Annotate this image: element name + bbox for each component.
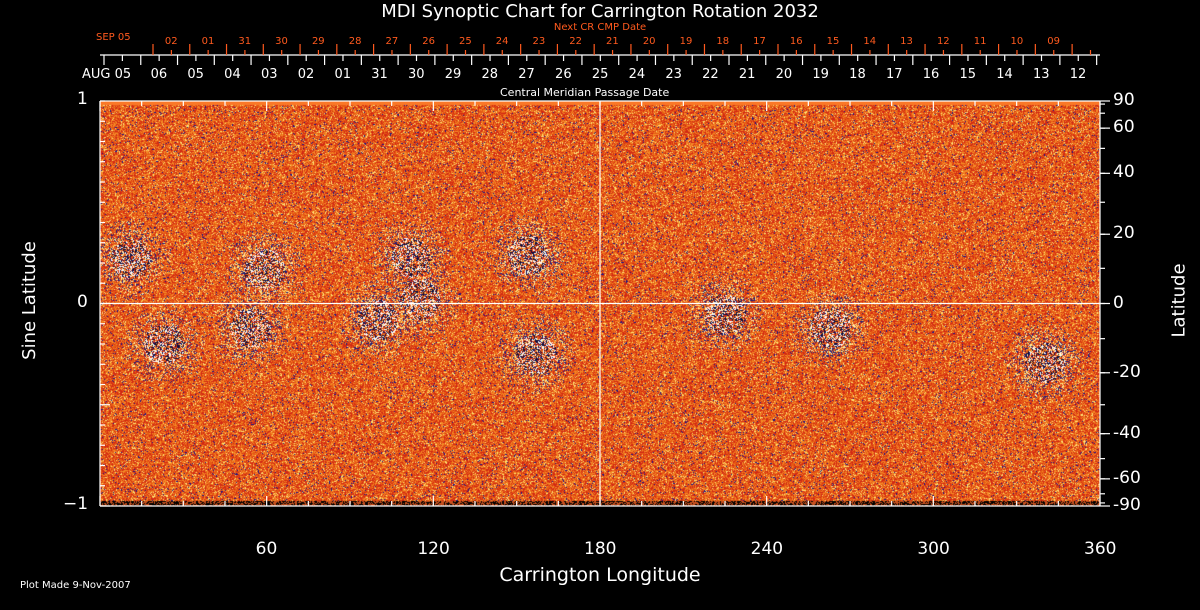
latitude-tick-label: 90 <box>1113 90 1135 110</box>
x-tick-label: 360 <box>1084 539 1117 559</box>
latitude-tick-label: -90 <box>1113 495 1141 515</box>
top-date-label: 20 <box>775 67 793 82</box>
next-cr-date-label: 19 <box>679 36 693 47</box>
next-cr-date-label: 28 <box>348 36 362 47</box>
x-tick-label: 120 <box>417 539 450 559</box>
right-axis-label: Latitude <box>1168 263 1190 338</box>
next-cr-date-label: 27 <box>385 36 399 47</box>
top-date-label: 26 <box>555 67 572 82</box>
next-cr-date-label: 21 <box>606 36 619 47</box>
next-cr-date-label: 12 <box>936 36 950 47</box>
latitude-tick-label: 0 <box>1113 292 1124 313</box>
next-cr-date-label: 18 <box>716 36 730 47</box>
x-tick-label: 300 <box>917 539 950 559</box>
top-date-label: 15 <box>959 67 977 82</box>
top-date-label: 30 <box>408 67 425 82</box>
next-cr-date-label: 29 <box>311 36 325 47</box>
y-tick-label: −1 <box>63 494 89 514</box>
latitude-tick-label: 40 <box>1113 162 1135 183</box>
top-date-label: 14 <box>996 67 1013 82</box>
x-tick-label: 60 <box>255 539 278 559</box>
next-cr-date-label: 23 <box>532 36 546 47</box>
top-date-label: 12 <box>1069 67 1087 82</box>
next-cr-date-label: 15 <box>826 36 840 47</box>
next-cr-date-label: 09 <box>1047 36 1060 47</box>
top-date-label: 29 <box>444 67 462 82</box>
next-cr-date-label: 02 <box>164 36 178 47</box>
top-date-label: 24 <box>628 67 646 82</box>
x-axis-label: Carrington Longitude <box>499 564 701 586</box>
latitude-tick-label: 60 <box>1113 117 1135 138</box>
top-date-label: 06 <box>150 67 168 82</box>
top-date-label: 05 <box>187 67 204 82</box>
top-date-label: 22 <box>702 67 719 82</box>
top-date-label: 17 <box>885 67 903 82</box>
top-date-label: 02 <box>297 67 315 82</box>
next-cr-date-label: 17 <box>753 36 766 47</box>
top-date-label: 23 <box>665 67 682 82</box>
top-date-label: 18 <box>849 67 866 82</box>
next-cr-axis-label: Next CR CMP Date <box>553 22 647 33</box>
top-date-label: 21 <box>738 67 756 82</box>
top-date-label: 03 <box>260 67 278 82</box>
top-date-label: 19 <box>812 67 829 82</box>
top-date-label: 31 <box>371 67 388 82</box>
plot-made-date: Plot Made 9-Nov-2007 <box>20 580 131 591</box>
next-cr-date-label: 14 <box>863 36 877 47</box>
top-date-label: 28 <box>481 67 499 82</box>
next-cr-date-label: 10 <box>1010 36 1024 47</box>
next-cr-date-label: 24 <box>495 36 509 47</box>
next-cr-date-label: 25 <box>459 36 472 47</box>
next-cr-date-label: 26 <box>422 36 435 47</box>
top-date-label: 27 <box>518 67 535 82</box>
next-cr-date-label: 30 <box>275 36 288 47</box>
latitude-tick-label: -40 <box>1113 422 1141 443</box>
top-axis-label: Central Meridian Passage Date <box>500 86 670 99</box>
top-date-label: 04 <box>224 67 241 82</box>
x-tick-label: 240 <box>750 539 784 559</box>
top-axis-start: AUG 05 <box>82 67 132 82</box>
top-date-label: 16 <box>922 67 940 82</box>
next-cr-date-label: 22 <box>569 36 583 47</box>
top-date-label: 01 <box>334 67 352 82</box>
y-axis-label: Sine Latitude <box>18 241 40 360</box>
next-cr-date-label: 11 <box>973 36 987 47</box>
latitude-tick-label: -60 <box>1113 467 1141 488</box>
chart-title: MDI Synoptic Chart for Carrington Rotati… <box>381 1 819 22</box>
top-date-label: 13 <box>1033 67 1050 82</box>
y-tick-label: 1 <box>77 89 88 109</box>
next-cr-date-label: 01 <box>201 36 215 47</box>
latitude-tick-label: -20 <box>1113 361 1141 382</box>
next-cr-date-label: 13 <box>900 36 913 47</box>
next-axis-start: SEP 05 <box>96 32 131 43</box>
next-cr-date-label: 31 <box>238 36 252 47</box>
y-tick-label: 0 <box>77 291 88 312</box>
top-date-label: 25 <box>591 67 609 82</box>
latitude-tick-label: 20 <box>1113 223 1135 244</box>
next-cr-date-label: 20 <box>642 36 656 47</box>
next-cr-date-label: 16 <box>789 36 803 47</box>
x-tick-label: 180 <box>584 539 617 559</box>
